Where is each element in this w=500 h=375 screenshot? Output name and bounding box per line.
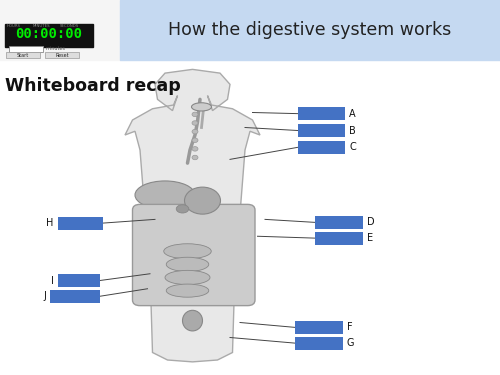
- Bar: [298, 124, 345, 137]
- Bar: [0, 0, 120, 60]
- Bar: [315, 232, 362, 244]
- Circle shape: [192, 155, 198, 160]
- Text: I: I: [50, 276, 53, 285]
- Text: minutes: minutes: [45, 46, 65, 51]
- Ellipse shape: [166, 257, 209, 272]
- Bar: [58, 217, 102, 229]
- Text: SECONDS: SECONDS: [60, 24, 78, 28]
- Bar: [295, 321, 343, 334]
- Text: Reset: Reset: [55, 53, 69, 58]
- Ellipse shape: [135, 181, 195, 209]
- Text: C: C: [349, 142, 356, 152]
- Bar: [120, 0, 500, 60]
- Circle shape: [192, 147, 198, 151]
- Circle shape: [192, 129, 198, 134]
- Bar: [45, 52, 79, 58]
- Bar: [58, 274, 100, 287]
- Text: A: A: [349, 109, 356, 118]
- Bar: [6, 52, 40, 58]
- Circle shape: [192, 138, 198, 142]
- Polygon shape: [125, 69, 260, 362]
- Bar: [315, 216, 362, 229]
- Text: Whiteboard recap: Whiteboard recap: [5, 77, 181, 95]
- Text: Start: Start: [17, 53, 29, 58]
- Bar: [9, 46, 43, 52]
- Text: MINUTES: MINUTES: [32, 24, 50, 28]
- Ellipse shape: [166, 284, 209, 297]
- Ellipse shape: [176, 205, 189, 213]
- Text: HOURS: HOURS: [7, 24, 21, 28]
- Ellipse shape: [165, 270, 210, 285]
- Ellipse shape: [184, 187, 220, 214]
- Bar: [298, 141, 345, 154]
- Ellipse shape: [182, 310, 203, 331]
- Circle shape: [192, 121, 198, 125]
- Text: How the digestive system works: How the digestive system works: [168, 21, 452, 39]
- Text: E: E: [366, 233, 372, 243]
- Text: D: D: [366, 217, 374, 227]
- Text: F: F: [346, 322, 352, 332]
- Bar: [295, 337, 343, 350]
- Text: G: G: [346, 338, 354, 348]
- FancyBboxPatch shape: [132, 204, 255, 306]
- Circle shape: [192, 112, 198, 117]
- Bar: [5, 24, 92, 47]
- Text: H: H: [46, 218, 54, 228]
- Bar: [298, 107, 345, 120]
- Text: J: J: [43, 291, 46, 301]
- Ellipse shape: [192, 103, 212, 111]
- Ellipse shape: [164, 244, 211, 259]
- Text: 00:00:00: 00:00:00: [16, 27, 82, 41]
- Bar: [50, 290, 100, 303]
- Text: B: B: [349, 126, 356, 135]
